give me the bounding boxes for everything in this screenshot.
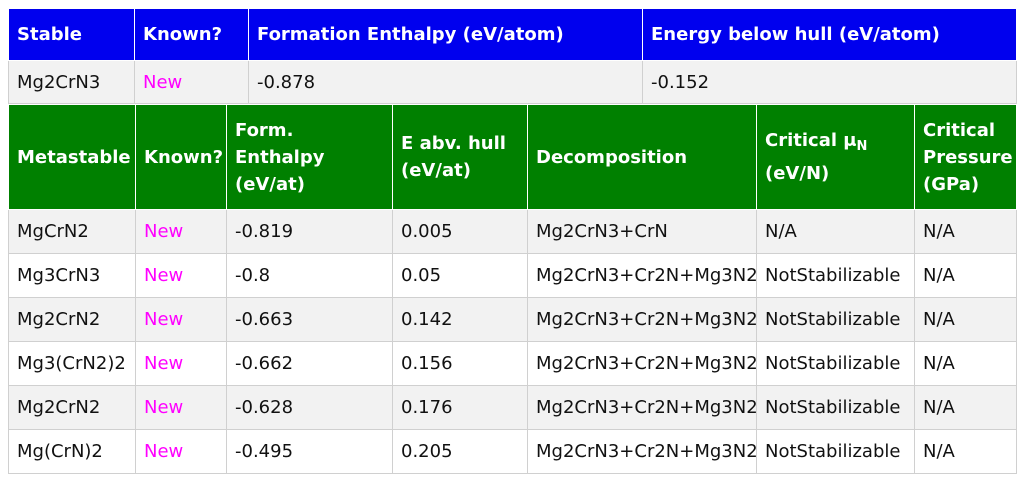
metastable-header-decomposition: Decomposition [527,104,757,210]
cell-e-abv-hull: 0.176 [392,385,528,430]
critical-mu-subscript: N [856,139,868,154]
stable-energy-below-hull: -0.152 [642,60,1017,104]
cell-compound: MgCrN2 [8,209,136,254]
metastable-header-critical-mu: Critical μN (eV/N) [756,104,915,210]
table-row: Mg3CrN3 New -0.8 0.05 Mg2CrN3+Cr2N+Mg3N2 NotS… [8,253,1017,298]
critical-mu-label: Critical μ [765,130,857,151]
cell-critical-mu: NotStabilizable [756,385,915,430]
cell-decomposition: Mg2CrN3+Cr2N+Mg3N2 [527,385,757,430]
cell-form-enthalpy: -0.8 [226,253,393,298]
cell-critical-mu: N/A [756,209,915,254]
cell-decomposition: Mg2CrN3+CrN [527,209,757,254]
metastable-header-known: Known? [135,104,227,210]
cell-e-abv-hull: 0.156 [392,341,528,386]
cell-e-abv-hull: 0.205 [392,429,528,474]
metastable-header-compound: Metastable [8,104,136,210]
cell-compound: Mg2CrN2 [8,385,136,430]
table-row: Mg3(CrN2)2 New -0.662 0.156 Mg2CrN3+Cr2N+Mg3… [8,341,1017,386]
stable-known: New [134,60,249,104]
table-row: Mg2CrN2 New -0.663 0.142 Mg2CrN3+Cr2N+Mg3N2 N… [8,297,1017,342]
stable-header-energy-below-hull: Energy below hull (eV/atom) [642,8,1017,61]
cell-form-enthalpy: -0.819 [226,209,393,254]
stable-row: Mg2CrN3 New -0.878 -0.152 [8,60,1017,104]
metastable-body: MgCrN2 New -0.819 0.005 Mg2CrN3+CrN N/A N/A Mg3… [8,209,1017,474]
stable-table: Stable Known? Formation Enthalpy (eV/ato… [8,8,1017,104]
cell-known: New [135,341,227,386]
critical-mu-unit: (eV/N) [765,163,830,184]
metastable-header-critical-pressure: Critical Pressure (GPa) [914,104,1017,210]
table-row: Mg(CrN)2 New -0.495 0.205 Mg2CrN3+Cr2N+Mg3N2… [8,429,1017,474]
cell-compound: Mg3(CrN2)2 [8,341,136,386]
cell-critical-mu: NotStabilizable [756,297,915,342]
stable-header-row: Stable Known? Formation Enthalpy (eV/ato… [8,8,1017,61]
cell-known: New [135,209,227,254]
table-row: MgCrN2 New -0.819 0.005 Mg2CrN3+CrN N/A N/A [8,209,1017,254]
cell-critical-mu: NotStabilizable [756,253,915,298]
stable-formation-enthalpy: -0.878 [248,60,643,104]
metastable-header-form-enthalpy: Form. Enthalpy (eV/at) [226,104,393,210]
cell-critical-mu: NotStabilizable [756,341,915,386]
cell-compound: Mg2CrN2 [8,297,136,342]
metastable-header-e-abv-hull: E abv. hull (eV/at) [392,104,528,210]
cell-e-abv-hull: 0.005 [392,209,528,254]
cell-form-enthalpy: -0.495 [226,429,393,474]
cell-compound: Mg(CrN)2 [8,429,136,474]
cell-critical-pressure: N/A [914,209,1017,254]
cell-critical-pressure: N/A [914,385,1017,430]
cell-critical-pressure: N/A [914,429,1017,474]
cell-decomposition: Mg2CrN3+Cr2N+Mg3N2 [527,297,757,342]
cell-known: New [135,297,227,342]
metastable-header-row: Metastable Known? Form. Enthalpy (eV/at)… [8,104,1017,210]
cell-e-abv-hull: 0.142 [392,297,528,342]
cell-e-abv-hull: 0.05 [392,253,528,298]
cell-decomposition: Mg2CrN3+Cr2N+Mg3N2 [527,253,757,298]
cell-critical-mu: NotStabilizable [756,429,915,474]
table-row: Mg2CrN2 New -0.628 0.176 Mg2CrN3+Cr2N+Mg3N2 N… [8,385,1017,430]
cell-form-enthalpy: -0.628 [226,385,393,430]
cell-decomposition: Mg2CrN3+Cr2N+Mg3N2 [527,341,757,386]
stable-header-formation-enthalpy: Formation Enthalpy (eV/atom) [248,8,643,61]
cell-critical-pressure: N/A [914,297,1017,342]
cell-compound: Mg3CrN3 [8,253,136,298]
cell-form-enthalpy: -0.663 [226,297,393,342]
cell-decomposition: Mg2CrN3+Cr2N+Mg3N2 [527,429,757,474]
cell-known: New [135,385,227,430]
stable-header-known: Known? [134,8,249,61]
stable-compound: Mg2CrN3 [8,60,135,104]
stable-header-compound: Stable [8,8,135,61]
cell-form-enthalpy: -0.662 [226,341,393,386]
cell-known: New [135,429,227,474]
metastable-table: Metastable Known? Form. Enthalpy (eV/at)… [8,104,1017,474]
cell-critical-pressure: N/A [914,253,1017,298]
cell-known: New [135,253,227,298]
cell-critical-pressure: N/A [914,341,1017,386]
